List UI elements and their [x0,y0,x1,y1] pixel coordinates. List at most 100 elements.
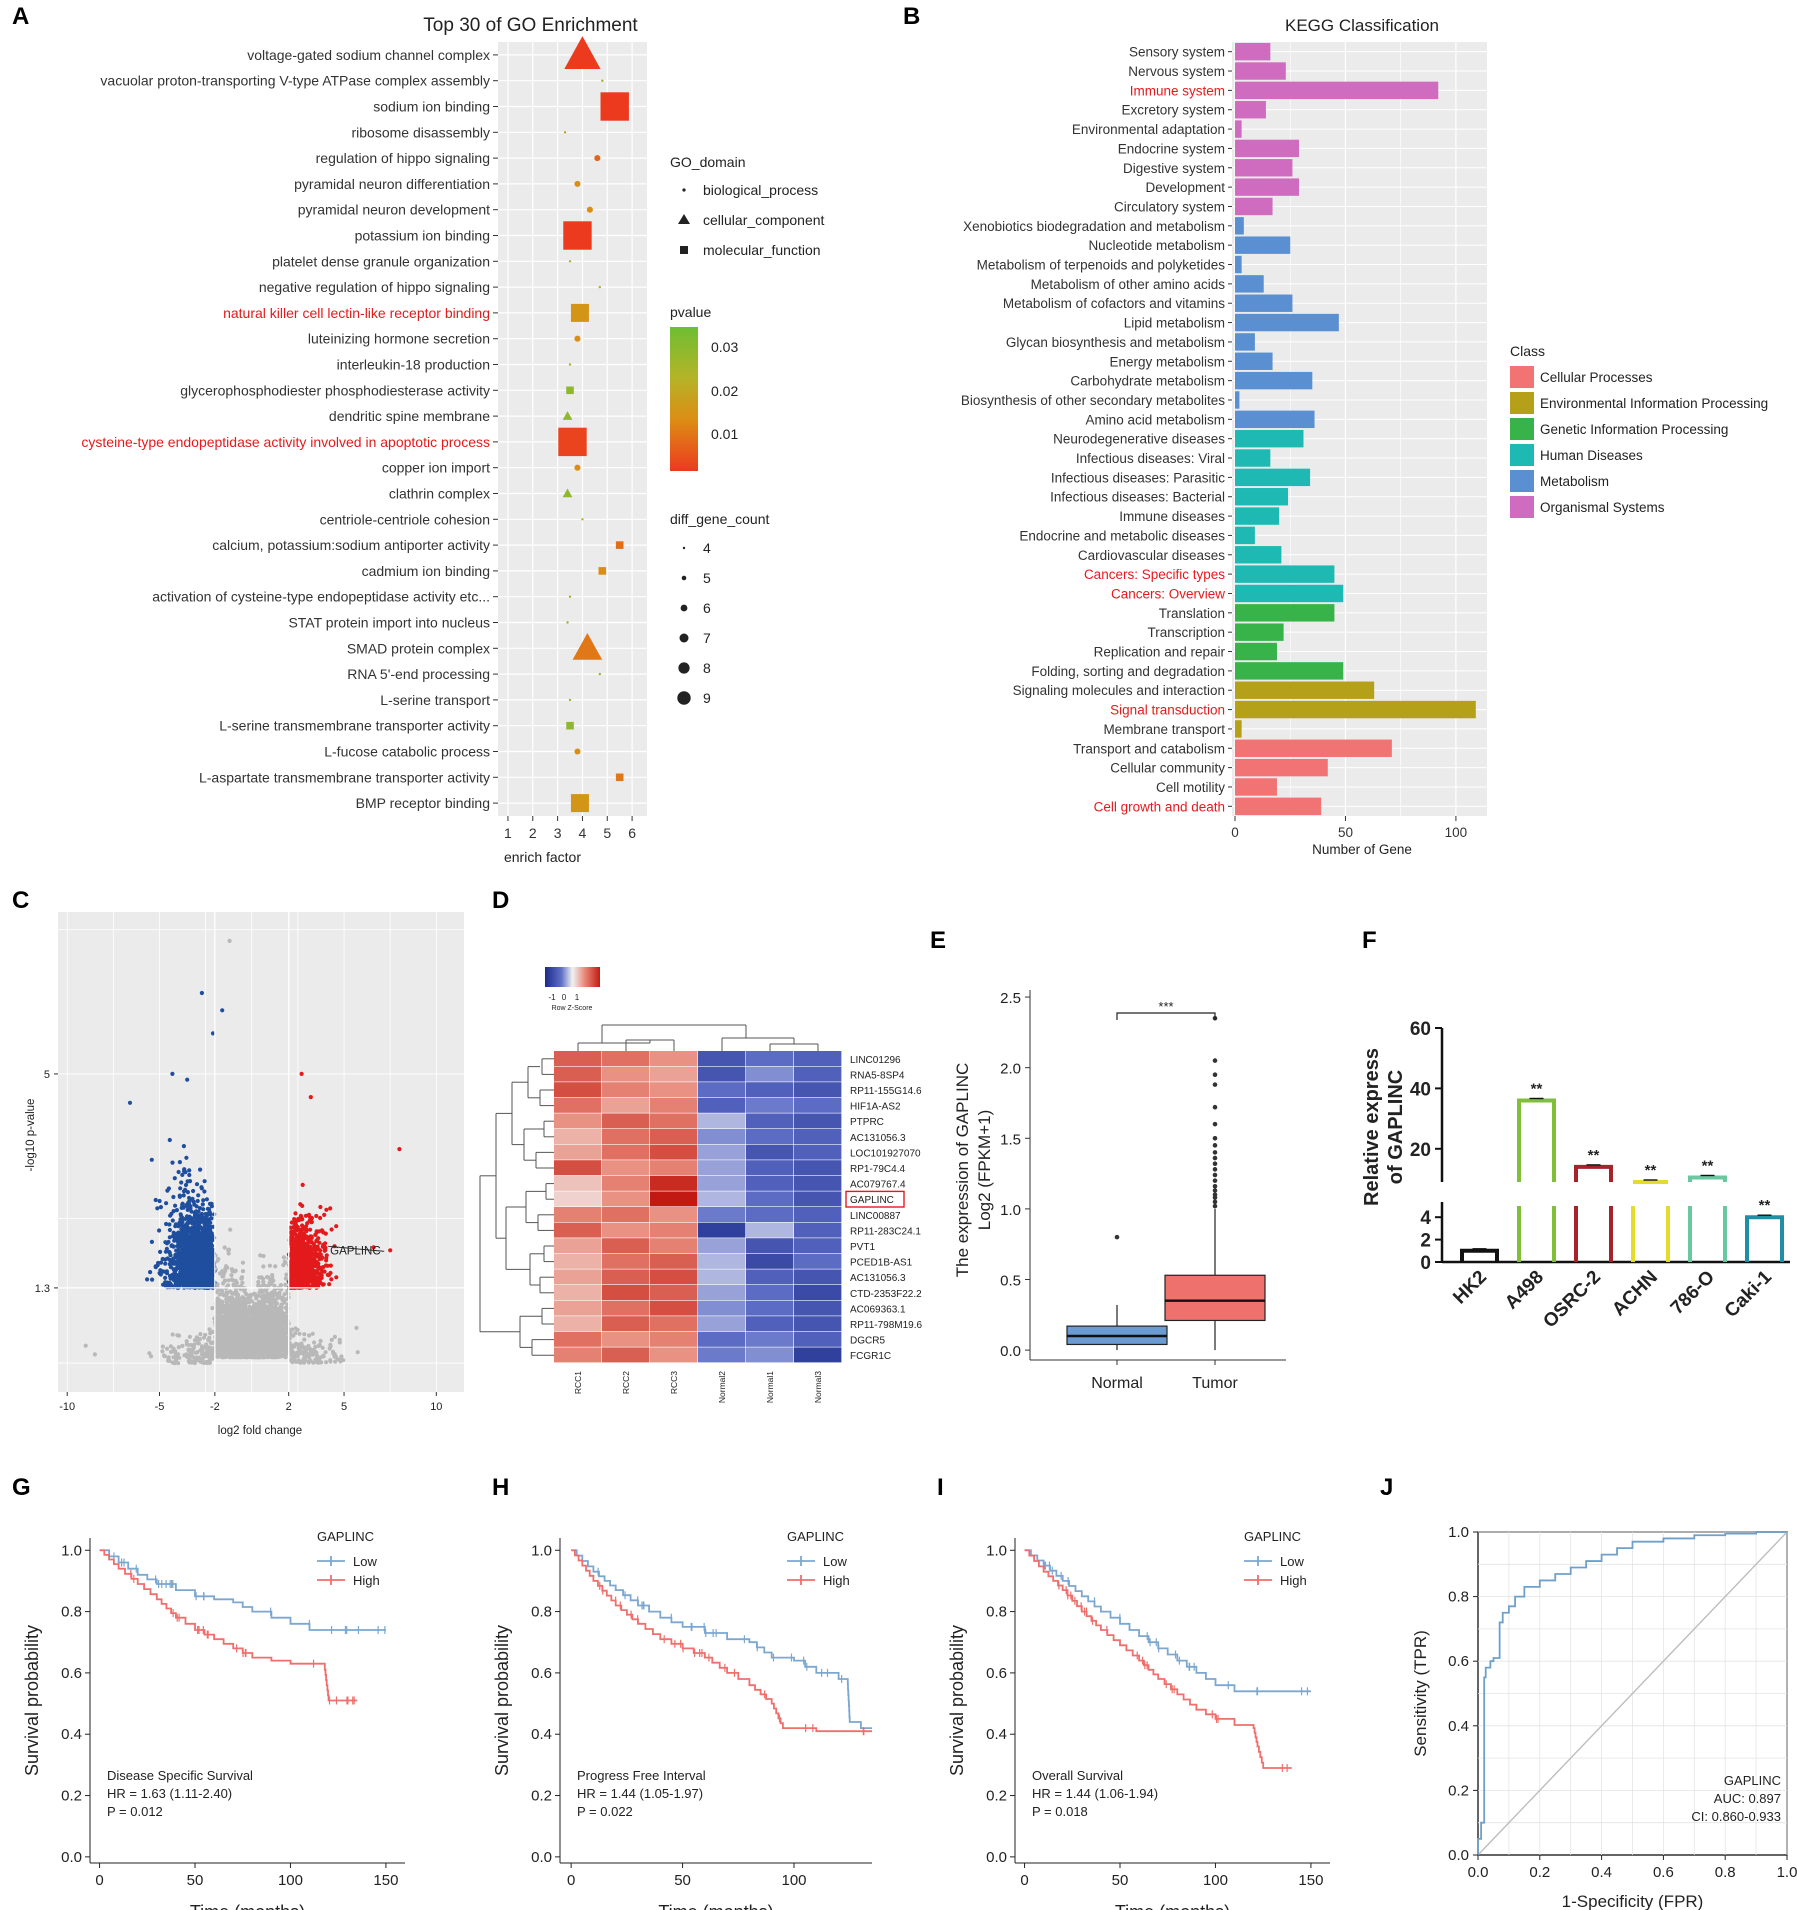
volcano-point [239,1276,244,1281]
bar-label: Lipid metabolism [1124,316,1225,331]
term-label: vacuolar proton-transporting V-type ATPa… [100,73,490,89]
bar-label: Development [1145,180,1225,195]
term-label: SMAD protein complex [347,640,490,656]
bar [1235,700,1476,719]
legend-count-label: 8 [703,660,711,676]
volcano-point [150,1277,155,1282]
term-label: ribosome disassembly [352,124,491,140]
bar-label: Membrane transport [1103,722,1225,737]
volcano-point [270,1296,275,1301]
volcano-point [179,1205,184,1210]
volcano-point [243,1286,248,1291]
volcano-point [255,1317,260,1322]
panel-label-H: H [492,1474,509,1501]
volcano-point [280,1336,285,1341]
volcano-point [221,1329,226,1334]
data-point-dot [568,595,572,598]
volcano-point [251,1310,257,1315]
bar-label: Xenobiotics biodegradation and metabolis… [963,219,1225,234]
volcano-point [264,1288,269,1293]
legend-swatch [1510,418,1534,440]
panel-label-B: B [903,3,920,30]
bar-label: Cancers: Specific types [1084,567,1225,582]
volcano-point [158,1205,163,1210]
bar-label: Nervous system [1128,64,1225,79]
volcano-point [260,1289,265,1294]
bar [1235,333,1255,351]
volcano-point [242,1352,247,1357]
volcano-point [235,1308,240,1314]
volcano-point [167,1222,172,1227]
volcano-point [237,1319,242,1324]
volcano-point [261,1282,266,1287]
bar-label: Carbohydrate metabolism [1070,374,1225,389]
data-point-dot [586,206,593,213]
data-point-dot [568,363,572,366]
volcano-point [259,1275,264,1280]
panel-label-G: G [12,1474,31,1501]
data-point-square [563,221,592,250]
data-point-dot [574,748,581,755]
data-point-dot [598,672,602,676]
volcano-point [258,1314,263,1319]
volcano-point [217,1292,222,1297]
data-point-dot [594,155,601,162]
volcano-point [214,1324,219,1329]
legend-swatch [1510,366,1534,388]
volcano-point [251,1327,256,1332]
volcano-point [283,1355,288,1360]
x-axis-title: Number of Gene [1312,842,1412,857]
legend-count-icon [677,691,691,705]
volcano-point [236,1347,241,1353]
volcano-point [261,1264,266,1269]
volcano-point [271,1278,276,1283]
x-tick-label: 100 [1445,825,1468,840]
volcano-point [226,1304,232,1309]
bar-label: Sensory system [1129,45,1225,60]
chart-title: Top 30 of GO Enrichment [423,15,638,36]
volcano-point [240,1280,245,1285]
term-label: potassium ion binding [355,228,490,244]
bar [1235,739,1392,757]
bar-label: Energy metabolism [1109,354,1225,369]
volcano-point [260,1317,265,1322]
volcano-point [273,1264,278,1269]
legend-swatch [1510,444,1534,466]
volcano-point [243,1335,248,1340]
legend-pvalue-tick: 0.03 [711,339,738,355]
bar [1235,178,1300,196]
volcano-point [231,1314,237,1319]
volcano-point [260,1294,266,1299]
legend-label: Cellular Processes [1540,370,1653,385]
volcano-point [231,1335,236,1341]
data-point-dot [568,260,572,263]
volcano-point [169,1243,174,1248]
volcano-point [177,1160,182,1165]
volcano-point [225,1265,230,1270]
volcano-point [235,1333,240,1339]
legend-domain-title: GO_domain [670,154,745,170]
bar [1235,429,1304,448]
volcano-point [265,1348,270,1353]
term-label: regulation of hippo signaling [316,150,490,166]
volcano-point [157,1198,162,1204]
bar-label: Immune diseases [1119,509,1225,524]
volcano-point [217,1271,223,1276]
bar [1235,526,1255,545]
volcano-point [258,1345,263,1350]
volcano-point [240,1269,246,1274]
volcano-point [283,1324,289,1329]
volcano-point [274,1301,280,1306]
volcano-point [281,1255,286,1260]
volcano-point [264,1326,269,1331]
bar [1235,623,1284,641]
volcano-point [231,1308,236,1313]
term-label: luteinizing hormone secretion [308,331,490,347]
volcano-point [270,1332,275,1337]
bar-label: Endocrine system [1118,141,1225,156]
bar-label: Infectious diseases: Bacterial [1050,490,1225,505]
panel-label-F: F [1362,927,1377,954]
data-point-triangle [562,411,573,420]
volcano-point [149,1157,154,1162]
